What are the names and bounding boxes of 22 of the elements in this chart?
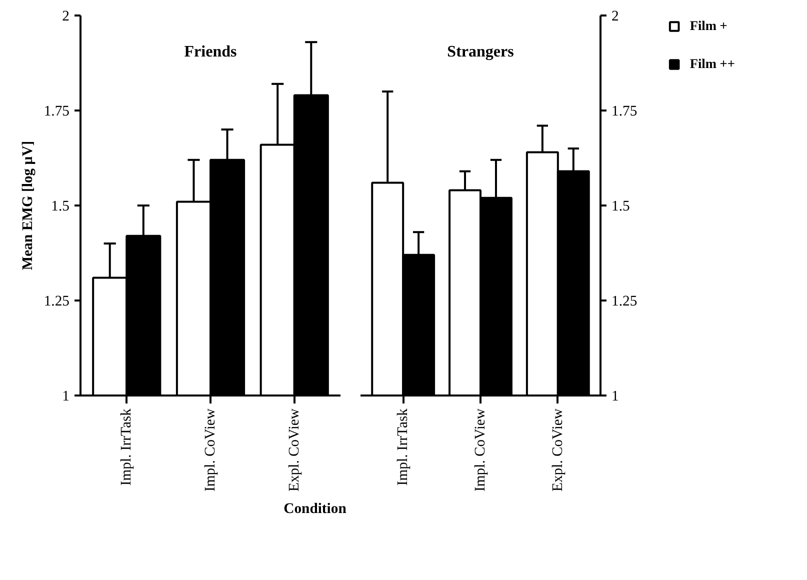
- y-tick-label: 1.25: [44, 294, 70, 310]
- y-tick-label: 2: [62, 8, 70, 24]
- legend-label: Film +: [690, 18, 728, 34]
- y-tick-label: 1.75: [44, 104, 70, 120]
- text: Friends: [184, 44, 237, 60]
- text: Strangers: [447, 44, 514, 60]
- x-tick-label: Expl. CoView: [286, 408, 302, 492]
- x-tick-label: Impl. CoView: [472, 408, 488, 492]
- legend-label: Film ++: [690, 56, 735, 72]
- x-tick-label: Impl. CoView: [202, 408, 218, 492]
- y-tick-label: 1.75: [612, 104, 638, 120]
- y-tick-label: 1: [612, 388, 619, 404]
- y-tick-label: 1.5: [612, 198, 630, 214]
- y-tick-label: 1.25: [612, 294, 638, 310]
- x-tick-label: Expl. CoView: [550, 408, 566, 492]
- y-axis-title: Mean EMG [log µV]: [20, 140, 36, 270]
- x-axis-title: Condition: [284, 500, 346, 519]
- y-tick-label: 2: [612, 8, 619, 24]
- y-tick-label: 1: [62, 388, 70, 404]
- x-tick-label: Impl. IrrTask: [118, 408, 135, 486]
- x-tick-label: Impl. IrrTask: [395, 408, 412, 486]
- y-tick-label: 1.5: [51, 198, 70, 214]
